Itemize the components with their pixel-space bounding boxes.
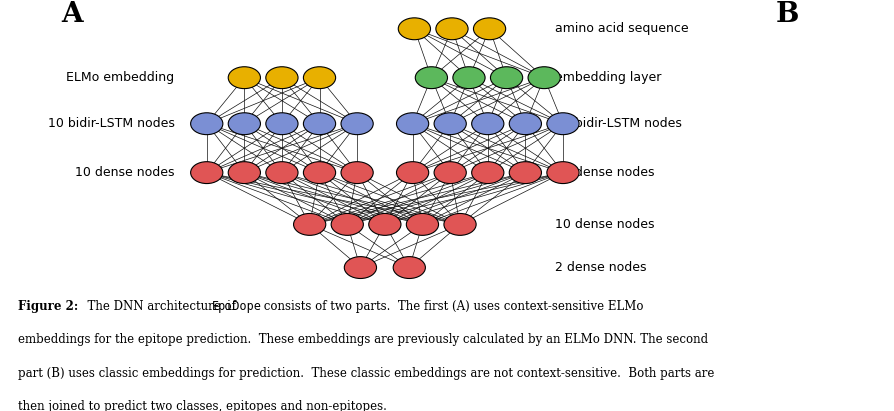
Text: The DNN architecture of: The DNN architecture of bbox=[80, 300, 240, 313]
Ellipse shape bbox=[228, 113, 260, 135]
Text: B: B bbox=[775, 1, 798, 28]
Text: then joined to predict two classes, epitopes and non-epitopes.: then joined to predict two classes, epit… bbox=[18, 400, 386, 411]
Text: 10 dense nodes: 10 dense nodes bbox=[75, 166, 174, 179]
Ellipse shape bbox=[396, 162, 428, 184]
Ellipse shape bbox=[398, 18, 430, 40]
Ellipse shape bbox=[452, 67, 485, 89]
Text: 2 dense nodes: 2 dense nodes bbox=[554, 261, 645, 274]
Ellipse shape bbox=[266, 113, 298, 135]
Ellipse shape bbox=[443, 213, 476, 236]
Ellipse shape bbox=[344, 256, 376, 279]
Text: 10 dense nodes: 10 dense nodes bbox=[554, 218, 654, 231]
Ellipse shape bbox=[434, 162, 466, 184]
Ellipse shape bbox=[471, 162, 503, 184]
Ellipse shape bbox=[190, 113, 223, 135]
Text: amino acid sequence: amino acid sequence bbox=[554, 22, 687, 35]
Ellipse shape bbox=[546, 113, 578, 135]
Ellipse shape bbox=[509, 113, 541, 135]
Text: consists of two parts.  The first (A) uses context-sensitive ELMo: consists of two parts. The first (A) use… bbox=[260, 300, 643, 313]
Text: 10 dense nodes: 10 dense nodes bbox=[554, 166, 654, 179]
Ellipse shape bbox=[331, 213, 363, 236]
Ellipse shape bbox=[266, 162, 298, 184]
Ellipse shape bbox=[293, 213, 325, 236]
Ellipse shape bbox=[392, 256, 425, 279]
Text: embedding layer: embedding layer bbox=[554, 71, 661, 84]
Text: embeddings for the epitope prediction.  These embeddings are previously calculat: embeddings for the epitope prediction. T… bbox=[18, 333, 707, 346]
Ellipse shape bbox=[368, 213, 401, 236]
Ellipse shape bbox=[190, 162, 223, 184]
Ellipse shape bbox=[228, 162, 260, 184]
Ellipse shape bbox=[527, 67, 560, 89]
Ellipse shape bbox=[406, 213, 438, 236]
Ellipse shape bbox=[228, 67, 260, 89]
Text: Figure 2:: Figure 2: bbox=[18, 300, 78, 313]
Text: EpiDope: EpiDope bbox=[212, 300, 262, 313]
Ellipse shape bbox=[471, 113, 503, 135]
Ellipse shape bbox=[435, 18, 468, 40]
Text: A: A bbox=[61, 1, 82, 28]
Ellipse shape bbox=[473, 18, 505, 40]
Ellipse shape bbox=[341, 162, 373, 184]
Text: 20 bidir-LSTM nodes: 20 bidir-LSTM nodes bbox=[554, 117, 681, 130]
Ellipse shape bbox=[546, 162, 578, 184]
Text: 10 bidir-LSTM nodes: 10 bidir-LSTM nodes bbox=[47, 117, 174, 130]
Ellipse shape bbox=[415, 67, 447, 89]
Text: part (B) uses classic embeddings for prediction.  These classic embeddings are n: part (B) uses classic embeddings for pre… bbox=[18, 367, 713, 380]
Ellipse shape bbox=[266, 67, 298, 89]
Text: ELMo embedding: ELMo embedding bbox=[66, 71, 174, 84]
Ellipse shape bbox=[341, 113, 373, 135]
Ellipse shape bbox=[490, 67, 522, 89]
Ellipse shape bbox=[303, 67, 335, 89]
Ellipse shape bbox=[303, 113, 335, 135]
Ellipse shape bbox=[434, 113, 466, 135]
Ellipse shape bbox=[509, 162, 541, 184]
Ellipse shape bbox=[396, 113, 428, 135]
Ellipse shape bbox=[303, 162, 335, 184]
